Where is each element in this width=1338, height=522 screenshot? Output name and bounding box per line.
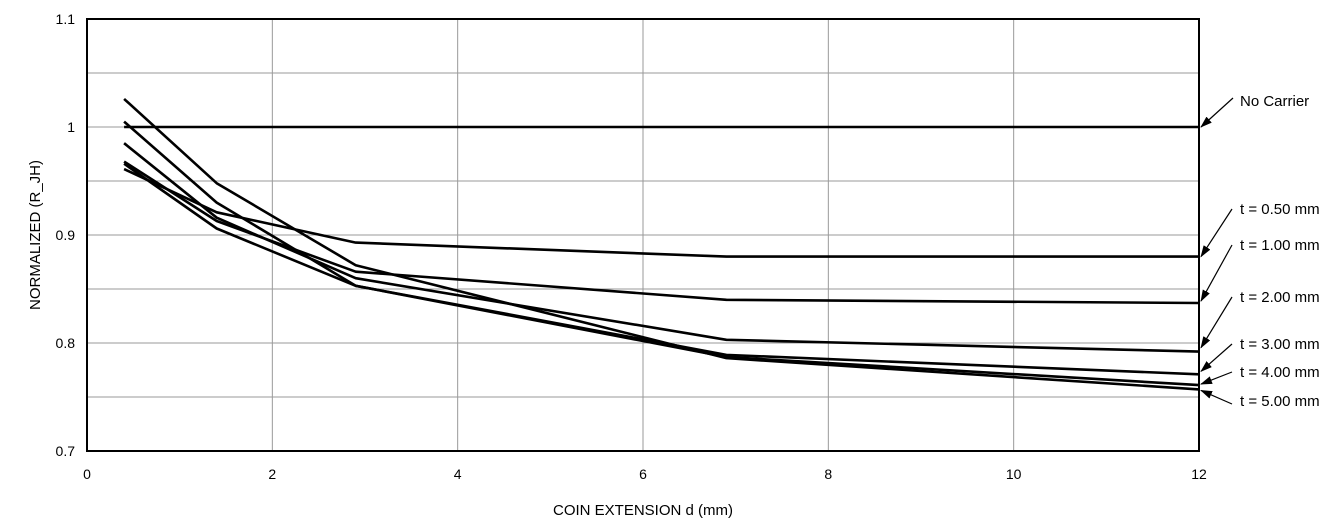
series-label: t = 3.00 mm: [1240, 336, 1320, 353]
annotation-arrow: [1200, 296, 1233, 349]
y-tick-label: 1: [67, 119, 75, 135]
annotation-arrow: [1200, 244, 1233, 302]
series-label: t = 1.00 mm: [1240, 237, 1320, 254]
series-annotations: No Carrier t = 0.50 mm t = 1.00 mm t = 2.00…: [1200, 93, 1320, 410]
series-line-6: [123, 97, 1200, 391]
series-lines: [123, 97, 1200, 391]
tick-labels: 0 2 4 6 8 10 12 0.7 0.8 0.9 1 1.1: [56, 11, 1207, 482]
x-tick-label: 10: [1006, 466, 1022, 482]
series-label: No Carrier: [1240, 93, 1309, 110]
series-line-1: [123, 167, 1199, 258]
y-tick-label: 0.7: [56, 443, 76, 459]
annotation-arrow: [1200, 371, 1233, 385]
x-tick-label: 12: [1191, 466, 1207, 482]
annotation-arrow: [1200, 343, 1233, 372]
annotation-arrow: [1200, 97, 1234, 128]
series-label: t = 4.00 mm: [1240, 364, 1320, 381]
y-axis-title: NORMALIZED (R_JH): [27, 160, 44, 310]
x-tick-label: 2: [268, 466, 276, 482]
series-label: t = 2.00 mm: [1240, 289, 1320, 306]
x-tick-label: 8: [824, 466, 832, 482]
y-tick-label: 1.1: [56, 11, 76, 27]
series-line-3: [123, 142, 1200, 353]
series-label: t = 0.50 mm: [1240, 201, 1320, 218]
annotation-arrow: [1200, 389, 1233, 405]
x-axis-title: COIN EXTENSION d (mm): [553, 502, 733, 519]
y-tick-label: 0.9: [56, 227, 76, 243]
y-tick-label: 0.8: [56, 335, 76, 351]
x-tick-label: 0: [83, 466, 91, 482]
series-line-5: [123, 120, 1200, 387]
plot-frame: [86, 18, 1200, 452]
annotation-arrow: [1200, 208, 1233, 258]
series-line-2: [123, 160, 1200, 305]
series-label: t = 5.00 mm: [1240, 393, 1320, 410]
x-tick-label: 4: [454, 466, 462, 482]
x-tick-label: 6: [639, 466, 647, 482]
